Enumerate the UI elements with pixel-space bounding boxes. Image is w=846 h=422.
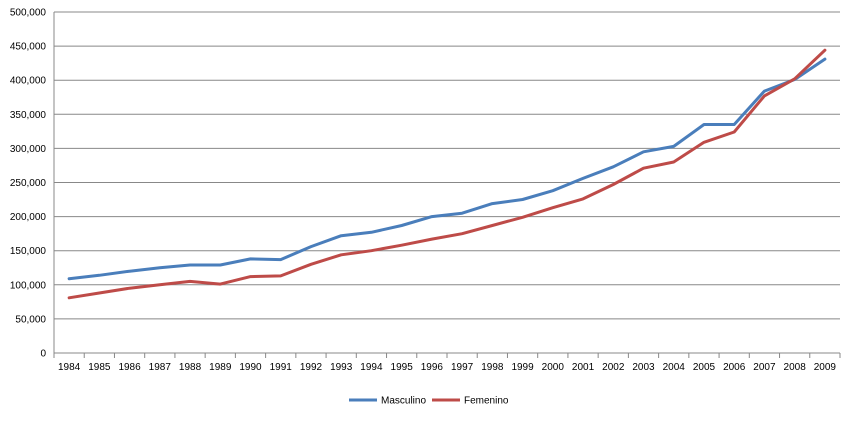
x-tick-label: 1990 bbox=[239, 362, 262, 373]
x-tick-label: 2007 bbox=[753, 362, 776, 373]
x-tick-label: 2006 bbox=[723, 362, 746, 373]
x-tick-label: 1986 bbox=[118, 362, 141, 373]
y-tick-label: 150,000 bbox=[10, 246, 47, 257]
x-tick-label: 1993 bbox=[330, 362, 353, 373]
y-tick-label: 100,000 bbox=[10, 280, 47, 291]
x-tick-label: 1984 bbox=[58, 362, 81, 373]
y-tick-label: 300,000 bbox=[10, 144, 47, 155]
y-tick-label: 350,000 bbox=[10, 110, 47, 121]
x-tick-label: 1987 bbox=[149, 362, 172, 373]
legend-label-femenino: Femenino bbox=[464, 396, 509, 407]
x-tick-label: 1992 bbox=[300, 362, 323, 373]
x-tick-label: 2001 bbox=[572, 362, 595, 373]
y-tick-label: 200,000 bbox=[10, 212, 47, 223]
x-tick-label: 1994 bbox=[360, 362, 383, 373]
axes: 0 50,000 100,000 150,000 200,000 250,000 300,0… bbox=[10, 8, 841, 373]
y-tick-label: 250,000 bbox=[10, 178, 47, 189]
x-tick-label: 1995 bbox=[391, 362, 414, 373]
x-tick-label: 1991 bbox=[270, 362, 293, 373]
y-tick-label: 0 bbox=[40, 349, 46, 360]
x-tick-label: 1996 bbox=[421, 362, 444, 373]
y-tick-label: 450,000 bbox=[10, 42, 47, 53]
x-tick-label: 2000 bbox=[542, 362, 565, 373]
series-line-femenino bbox=[67, 48, 827, 300]
x-tick-label: 1997 bbox=[451, 362, 474, 373]
x-tick-label: 2005 bbox=[693, 362, 716, 373]
legend-label-masculino: Masculino bbox=[381, 396, 426, 407]
x-tick-label: 1998 bbox=[481, 362, 504, 373]
series-line-masculino bbox=[67, 57, 827, 281]
series-lines bbox=[67, 48, 827, 300]
x-tick-label: 2003 bbox=[632, 362, 655, 373]
x-tick-label: 1988 bbox=[179, 362, 202, 373]
x-tick-label: 1999 bbox=[511, 362, 534, 373]
x-tick-label: 1989 bbox=[209, 362, 232, 373]
x-tick-label: 2008 bbox=[784, 362, 807, 373]
y-tick-label: 400,000 bbox=[10, 76, 47, 87]
gridlines bbox=[54, 11, 840, 320]
x-tick-label: 1985 bbox=[88, 362, 111, 373]
legend: Masculino Femenino bbox=[349, 396, 509, 407]
x-tick-label: 2009 bbox=[814, 362, 837, 373]
y-tick-label: 500,000 bbox=[10, 8, 47, 19]
x-tick-label: 2002 bbox=[602, 362, 625, 373]
x-tick-label: 2004 bbox=[663, 362, 686, 373]
y-tick-label: 50,000 bbox=[15, 314, 46, 325]
